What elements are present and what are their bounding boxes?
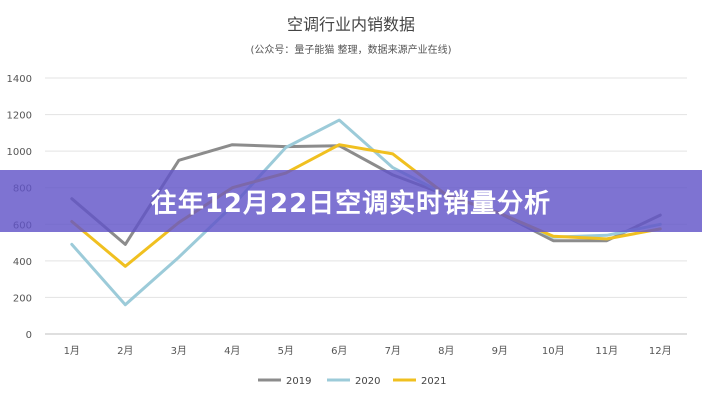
y-tick-label: 1200 xyxy=(7,111,32,122)
legend-label-2021: 2021 xyxy=(421,376,446,387)
x-tick-label: 4月 xyxy=(224,345,240,357)
y-tick-label: 1400 xyxy=(7,74,32,85)
grid-lines xyxy=(45,77,687,335)
x-tick-label: 6月 xyxy=(331,345,347,357)
y-tick-label: 0 xyxy=(26,330,32,341)
x-tick-label: 9月 xyxy=(492,345,508,357)
y-tick-label: 400 xyxy=(13,257,32,268)
x-tick-label: 2月 xyxy=(117,345,133,357)
x-tick-label: 11月 xyxy=(595,345,618,357)
banner-title: 往年12月22日空调实时销量分析 xyxy=(150,188,552,219)
legend-label-2020: 2020 xyxy=(355,376,380,387)
x-tick-label: 1月 xyxy=(64,345,80,357)
x-tick-label: 7月 xyxy=(385,345,401,357)
title-banner: 往年12月22日空调实时销量分析 xyxy=(0,170,702,232)
legend: 2019 2020 2021 xyxy=(258,376,446,387)
legend-label-2019: 2019 xyxy=(286,376,311,387)
x-tick-label: 5月 xyxy=(278,345,294,357)
x-tick-label: 12月 xyxy=(649,345,672,357)
x-tick-label: 10月 xyxy=(542,345,565,357)
x-axis-ticks: 1月 2月 3月 4月 5月 6月 7月 8月 9月 10月 11月 12月 xyxy=(64,345,672,357)
y-tick-label: 200 xyxy=(13,293,32,304)
x-tick-label: 3月 xyxy=(171,345,187,357)
chart-title: 空调行业内销数据 xyxy=(287,15,415,34)
chart-subtitle: (公众号：量子能猫 整理，数据来源产业在线) xyxy=(251,43,452,56)
y-tick-label: 1000 xyxy=(7,147,32,158)
x-tick-label: 8月 xyxy=(438,345,454,357)
